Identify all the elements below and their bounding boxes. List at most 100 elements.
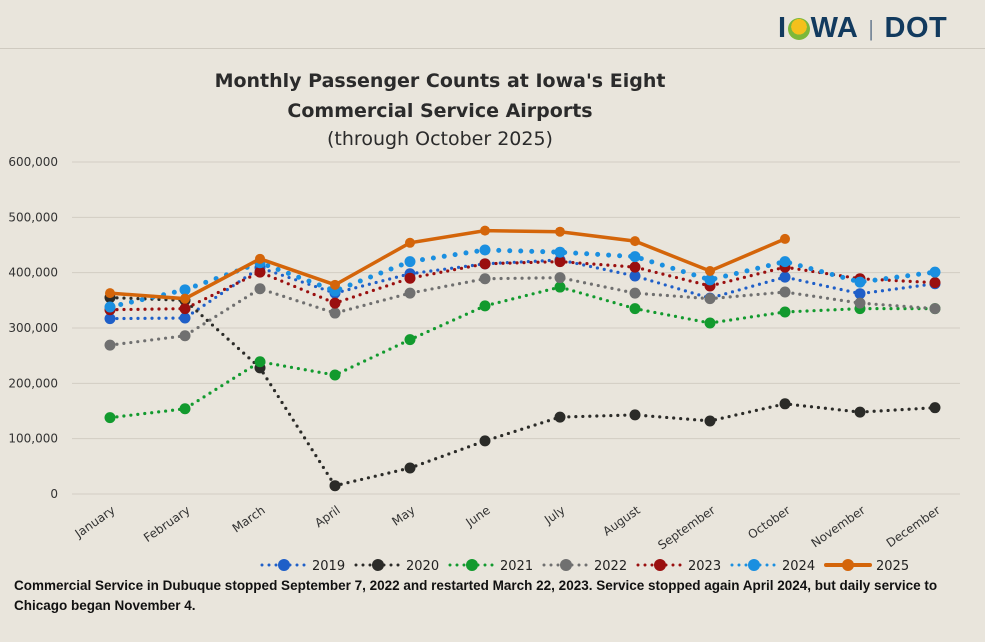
y-tick-label: 400,000: [8, 266, 58, 280]
data-point-2024: [854, 276, 866, 288]
data-point-2024: [179, 284, 191, 296]
data-point-2025: [255, 253, 265, 264]
data-point-2024: [104, 301, 116, 313]
data-point-2022: [929, 303, 941, 315]
series-line-2019: [108, 258, 937, 321]
series-line-2022: [108, 276, 937, 347]
legend-label-2025: 2025: [876, 559, 909, 574]
data-point-2021: [704, 317, 716, 329]
data-point-2019: [629, 270, 641, 282]
data-point-2022: [404, 287, 416, 299]
data-point-2020: [479, 435, 491, 447]
data-point-2024: [929, 266, 941, 278]
legend-label-2022: 2022: [594, 559, 627, 574]
data-point-2022: [554, 272, 566, 284]
x-tick-label: January: [72, 503, 118, 541]
data-point-2025: [330, 279, 340, 290]
legend-label-2019: 2019: [312, 559, 345, 574]
y-tick-label: 500,000: [8, 210, 58, 224]
data-point-2023: [479, 258, 491, 270]
data-point-2021: [554, 281, 566, 293]
data-point-2023: [929, 277, 941, 289]
data-point-2024: [629, 251, 641, 263]
y-tick-label: 100,000: [8, 432, 58, 446]
data-point-2024: [779, 256, 791, 268]
legend-marker-2024: [748, 559, 760, 571]
series-line-2025: [108, 228, 787, 301]
data-point-2021: [104, 412, 116, 424]
x-tick-label: September: [655, 503, 717, 553]
data-point-2021: [404, 334, 416, 346]
data-point-2025: [180, 293, 190, 304]
data-point-2025: [480, 225, 490, 236]
data-point-2025: [630, 236, 640, 247]
data-point-2020: [779, 398, 791, 410]
data-point-2022: [779, 286, 791, 298]
series-line-2023: [108, 259, 937, 312]
data-point-2021: [479, 300, 491, 312]
legend-marker-2023: [654, 559, 666, 571]
data-point-2020: [329, 480, 341, 492]
data-point-2020: [704, 415, 716, 427]
legend-label-2020: 2020: [406, 559, 439, 574]
x-tick-label: October: [745, 503, 792, 542]
data-point-2022: [179, 330, 191, 342]
y-tick-label: 600,000: [8, 155, 58, 169]
data-point-2025: [555, 226, 565, 237]
legend-marker-2020: [372, 559, 384, 571]
data-point-2023: [404, 272, 416, 284]
legend-marker-2022: [560, 559, 572, 571]
iowa-dot-logo: I WA | DOT: [778, 12, 948, 44]
x-tick-label: April: [312, 503, 343, 530]
legend-marker-2019: [278, 559, 290, 571]
data-point-2025: [405, 237, 415, 248]
x-tick-label: July: [541, 503, 568, 527]
data-point-2024: [554, 246, 566, 258]
data-point-2021: [329, 369, 341, 381]
legend-label-2021: 2021: [500, 559, 533, 574]
x-tick-label: June: [462, 503, 492, 530]
header-divider: [0, 48, 985, 49]
sun-icon: [787, 17, 810, 40]
data-point-2024: [479, 244, 491, 256]
data-point-2022: [104, 339, 116, 351]
x-tick-label: November: [809, 503, 868, 550]
data-point-2025: [780, 233, 790, 244]
data-point-2022: [854, 297, 866, 309]
data-point-2020: [404, 462, 416, 474]
chart-subtitle: (through October 2025): [327, 128, 553, 150]
data-point-2019: [854, 288, 866, 300]
x-tick-label: February: [141, 503, 193, 545]
data-point-2023: [554, 256, 566, 268]
x-tick-label: August: [600, 503, 643, 539]
data-point-2022: [479, 273, 491, 285]
x-tick-label: March: [230, 503, 268, 535]
data-point-2021: [254, 356, 266, 368]
series-line-2020: [108, 295, 937, 488]
data-point-2022: [704, 293, 716, 305]
data-point-2023: [179, 303, 191, 315]
data-point-2020: [554, 411, 566, 423]
data-point-2022: [629, 287, 641, 299]
y-tick-label: 200,000: [8, 376, 58, 390]
data-point-2019: [779, 271, 791, 283]
x-tick-label: May: [389, 503, 417, 529]
data-point-2024: [404, 256, 416, 268]
y-tick-label: 300,000: [8, 321, 58, 335]
data-point-2019: [179, 312, 191, 324]
data-point-2023: [329, 297, 341, 309]
legend-marker-2025: [842, 559, 854, 571]
chart-title-line1: Monthly Passenger Counts at Iowa's Eight: [214, 70, 666, 92]
data-point-2023: [254, 266, 266, 278]
chart-title: Monthly Passenger Counts at Iowa's Eight…: [0, 66, 880, 126]
legend-label-2023: 2023: [688, 559, 721, 574]
data-point-2019: [104, 313, 116, 325]
legend-label-2024: 2024: [782, 559, 815, 574]
data-point-2025: [705, 266, 715, 277]
data-point-2022: [254, 283, 266, 295]
data-point-2022: [329, 307, 341, 319]
data-point-2025: [105, 288, 115, 299]
data-point-2024: [704, 274, 716, 286]
data-point-2020: [929, 402, 941, 414]
